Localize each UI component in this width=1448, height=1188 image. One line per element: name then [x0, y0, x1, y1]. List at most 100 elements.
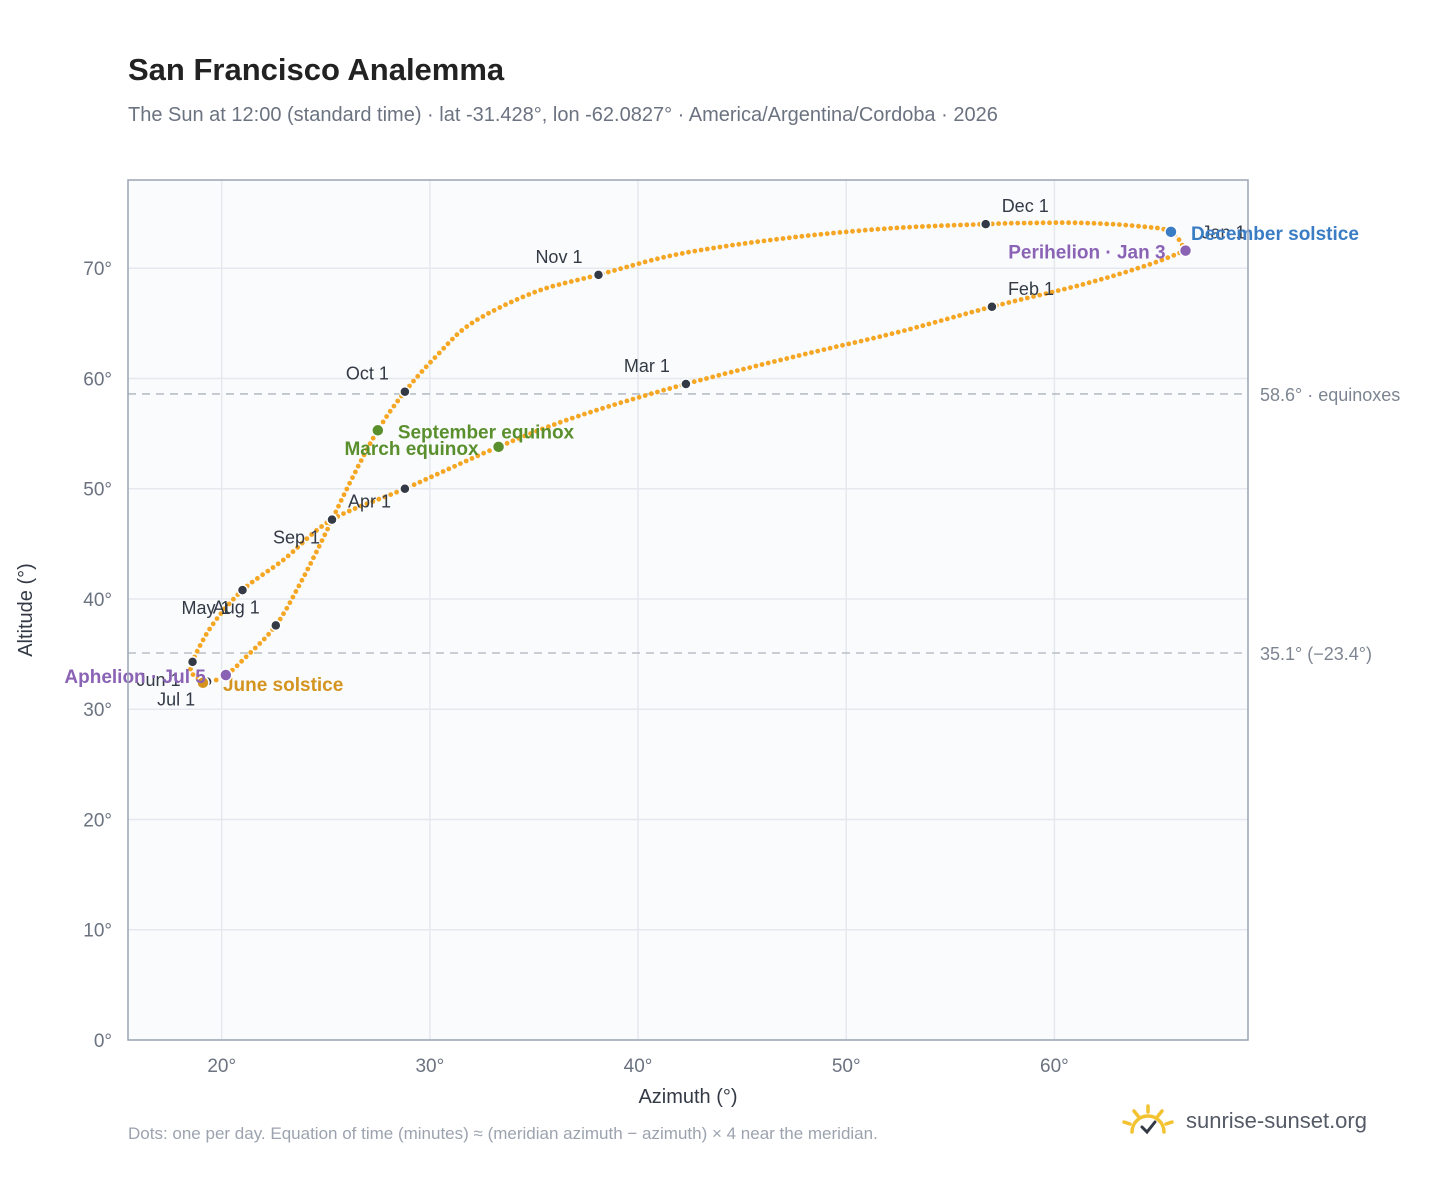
day-dot: [796, 353, 802, 358]
day-dot: [188, 666, 193, 672]
day-dot: [1072, 220, 1078, 226]
day-dot: [914, 324, 920, 330]
day-dot: [239, 658, 245, 664]
day-dot: [319, 538, 325, 543]
day-dot: [1080, 282, 1086, 287]
day-dot: [1117, 271, 1122, 277]
day-dot: [423, 477, 429, 482]
day-dot: [261, 636, 267, 642]
day-dot: [325, 526, 330, 532]
day-dot: [1031, 294, 1036, 299]
day-dot: [248, 650, 254, 655]
day-dot: [824, 231, 830, 237]
day-dot: [894, 225, 900, 231]
day-dot: [364, 501, 370, 507]
day-dot: [516, 436, 522, 441]
day-dot: [1086, 280, 1092, 286]
day-dot: [316, 543, 322, 549]
day-dot: [423, 364, 429, 370]
day-dot: [780, 236, 786, 241]
day-dot: [419, 369, 425, 374]
day-dot: [1055, 288, 1061, 293]
day-dot: [862, 227, 868, 233]
day-dot: [856, 228, 862, 234]
day-dot: [540, 426, 545, 432]
day-dot: [673, 384, 679, 390]
day-dot: [1176, 237, 1182, 243]
day-dot: [257, 641, 263, 646]
day-dot: [275, 561, 281, 567]
month-label: Jun 1: [136, 670, 180, 690]
day-dot: [698, 377, 703, 383]
day-dot: [538, 287, 544, 293]
month-marker: [680, 378, 692, 390]
reference-lines: 58.6° · equinoxes 35.1° (−23.4°): [128, 385, 1400, 664]
day-dot: [260, 572, 265, 578]
day-dot: [255, 576, 260, 581]
day-dot: [304, 536, 310, 542]
day-dot: [487, 448, 492, 454]
day-dot: [504, 440, 510, 446]
day-dot: [231, 596, 236, 602]
month-marker: [326, 513, 338, 526]
event-marker: [1164, 225, 1178, 239]
day-dot: [370, 435, 376, 441]
day-dot: [958, 222, 963, 228]
day-dot: [280, 557, 286, 563]
day-dot: [778, 357, 783, 363]
day-dot: [1034, 220, 1040, 226]
plot-frame: [127, 179, 1249, 1041]
day-dot: [767, 237, 773, 243]
day-dot: [391, 403, 397, 409]
day-dot: [341, 511, 346, 516]
day-dot: [270, 565, 276, 570]
day-dot: [353, 469, 358, 475]
y-tick-label: 20°: [83, 810, 112, 831]
day-dot: [587, 274, 593, 280]
day-dot: [1085, 220, 1091, 226]
day-dot: [309, 532, 315, 537]
y-axis-ticks: 0° 10° 20° 30° 40° 50° 60° 70°: [83, 259, 112, 1052]
footer-note: Dots: one per day. Equation of time (min…: [128, 1124, 878, 1143]
day-dot: [963, 311, 969, 317]
day-dot: [480, 314, 486, 319]
event-label: Perihelion · Jan 3: [1008, 243, 1165, 264]
day-dot: [361, 452, 367, 458]
month-marker: [236, 584, 249, 596]
day-dot: [308, 561, 314, 566]
day-dot: [1141, 263, 1147, 269]
day-dot: [679, 251, 685, 256]
chart-title: San Francisco Analemma: [128, 52, 505, 87]
day-dot: [1171, 252, 1177, 258]
day-dot: [698, 247, 704, 253]
day-dot: [900, 225, 906, 230]
day-dot: [352, 506, 358, 511]
day-dot: [214, 616, 220, 621]
day-dot: [546, 424, 551, 430]
day-dot: [497, 305, 503, 310]
month-label: Dec 1: [1002, 196, 1049, 216]
day-dot: [296, 583, 302, 589]
day-dot: [551, 422, 557, 427]
day-dot: [218, 611, 224, 616]
day-dot: [1037, 292, 1043, 298]
event-label: September equinox: [398, 422, 575, 443]
brand-logo[interactable]: sunrise-sunset.org: [1120, 1104, 1367, 1138]
day-dot: [902, 328, 907, 333]
day-dot: [833, 344, 839, 350]
reference-line-label: 58.6° · equinoxes: [1260, 385, 1400, 405]
day-dot: [618, 400, 624, 406]
day-dot: [821, 347, 827, 352]
sun-logo-icon: [1122, 1104, 1174, 1135]
day-dot: [840, 342, 845, 348]
day-dot: [1002, 221, 1008, 226]
day-dot: [802, 351, 808, 357]
day-dot: [338, 498, 344, 503]
month-label: Feb 1: [1008, 279, 1054, 299]
day-dot: [871, 335, 876, 341]
day-dot: [1148, 225, 1154, 230]
day-dot: [459, 328, 465, 333]
day-dot: [612, 402, 618, 407]
month-label: May 1: [181, 598, 230, 618]
